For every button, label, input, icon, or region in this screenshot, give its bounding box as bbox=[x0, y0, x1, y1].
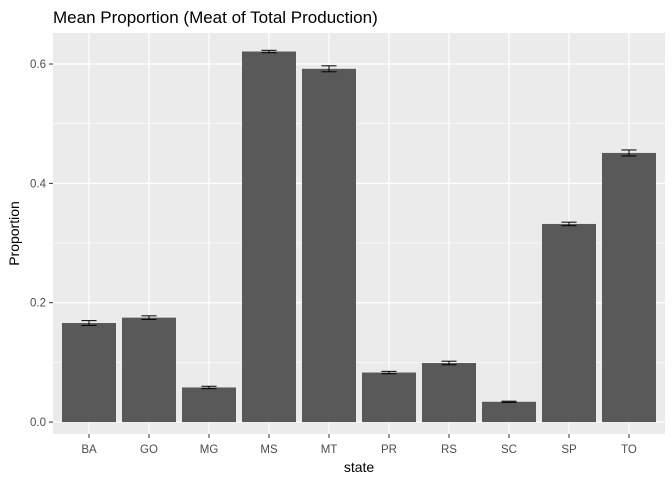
x-tick-label-ba: BA bbox=[81, 444, 97, 456]
bar-to bbox=[602, 152, 656, 423]
y-tick-label: 0.6 bbox=[30, 59, 46, 71]
x-tick-label-sp: SP bbox=[561, 444, 577, 456]
errorbar-go bbox=[141, 315, 157, 320]
x-tick-label-mt: MT bbox=[321, 444, 338, 456]
x-tick-label-ms: MS bbox=[260, 444, 278, 456]
x-axis-title: state bbox=[344, 459, 375, 475]
bars bbox=[62, 51, 656, 423]
bar-rs bbox=[422, 362, 476, 423]
y-axis-title: Proportion bbox=[6, 201, 22, 266]
y-tick-label: 0.2 bbox=[30, 298, 46, 310]
errorbar-sp bbox=[561, 221, 577, 227]
errorbar-sc bbox=[501, 400, 517, 403]
errorbar-rs bbox=[441, 360, 457, 366]
error-bars bbox=[81, 49, 637, 403]
x-tick-label-sc: SC bbox=[501, 444, 517, 456]
bar-mg bbox=[182, 387, 236, 423]
chart-title: Mean Proportion (Meat of Total Productio… bbox=[53, 8, 378, 27]
errorbar-mt bbox=[321, 65, 337, 73]
bar-mt bbox=[302, 68, 356, 423]
x-tick-label-go: GO bbox=[140, 444, 158, 456]
bar-pr bbox=[362, 372, 416, 423]
errorbar-ms bbox=[261, 49, 277, 54]
axes: 0.0 0.2 0.4 0.6 BA GO MG MS MT PR RS SC SP TO bbox=[30, 59, 637, 456]
errorbar-ba bbox=[81, 320, 97, 326]
bar-ms bbox=[242, 51, 296, 423]
x-tick-label-rs: RS bbox=[441, 444, 457, 456]
errorbar-pr bbox=[381, 370, 397, 375]
x-tick-label-mg: MG bbox=[200, 444, 219, 456]
x-tick-label-to: TO bbox=[621, 444, 637, 456]
bar-go bbox=[122, 317, 176, 423]
y-tick-label: 0.0 bbox=[30, 417, 46, 429]
bar-ba bbox=[62, 323, 116, 423]
errorbar-to bbox=[621, 149, 637, 157]
y-tick-label: 0.4 bbox=[30, 178, 47, 190]
x-tick-label-pr: PR bbox=[381, 444, 397, 456]
bar-sc bbox=[482, 401, 536, 423]
bar-sp bbox=[542, 223, 596, 423]
errorbar-mg bbox=[201, 385, 217, 390]
